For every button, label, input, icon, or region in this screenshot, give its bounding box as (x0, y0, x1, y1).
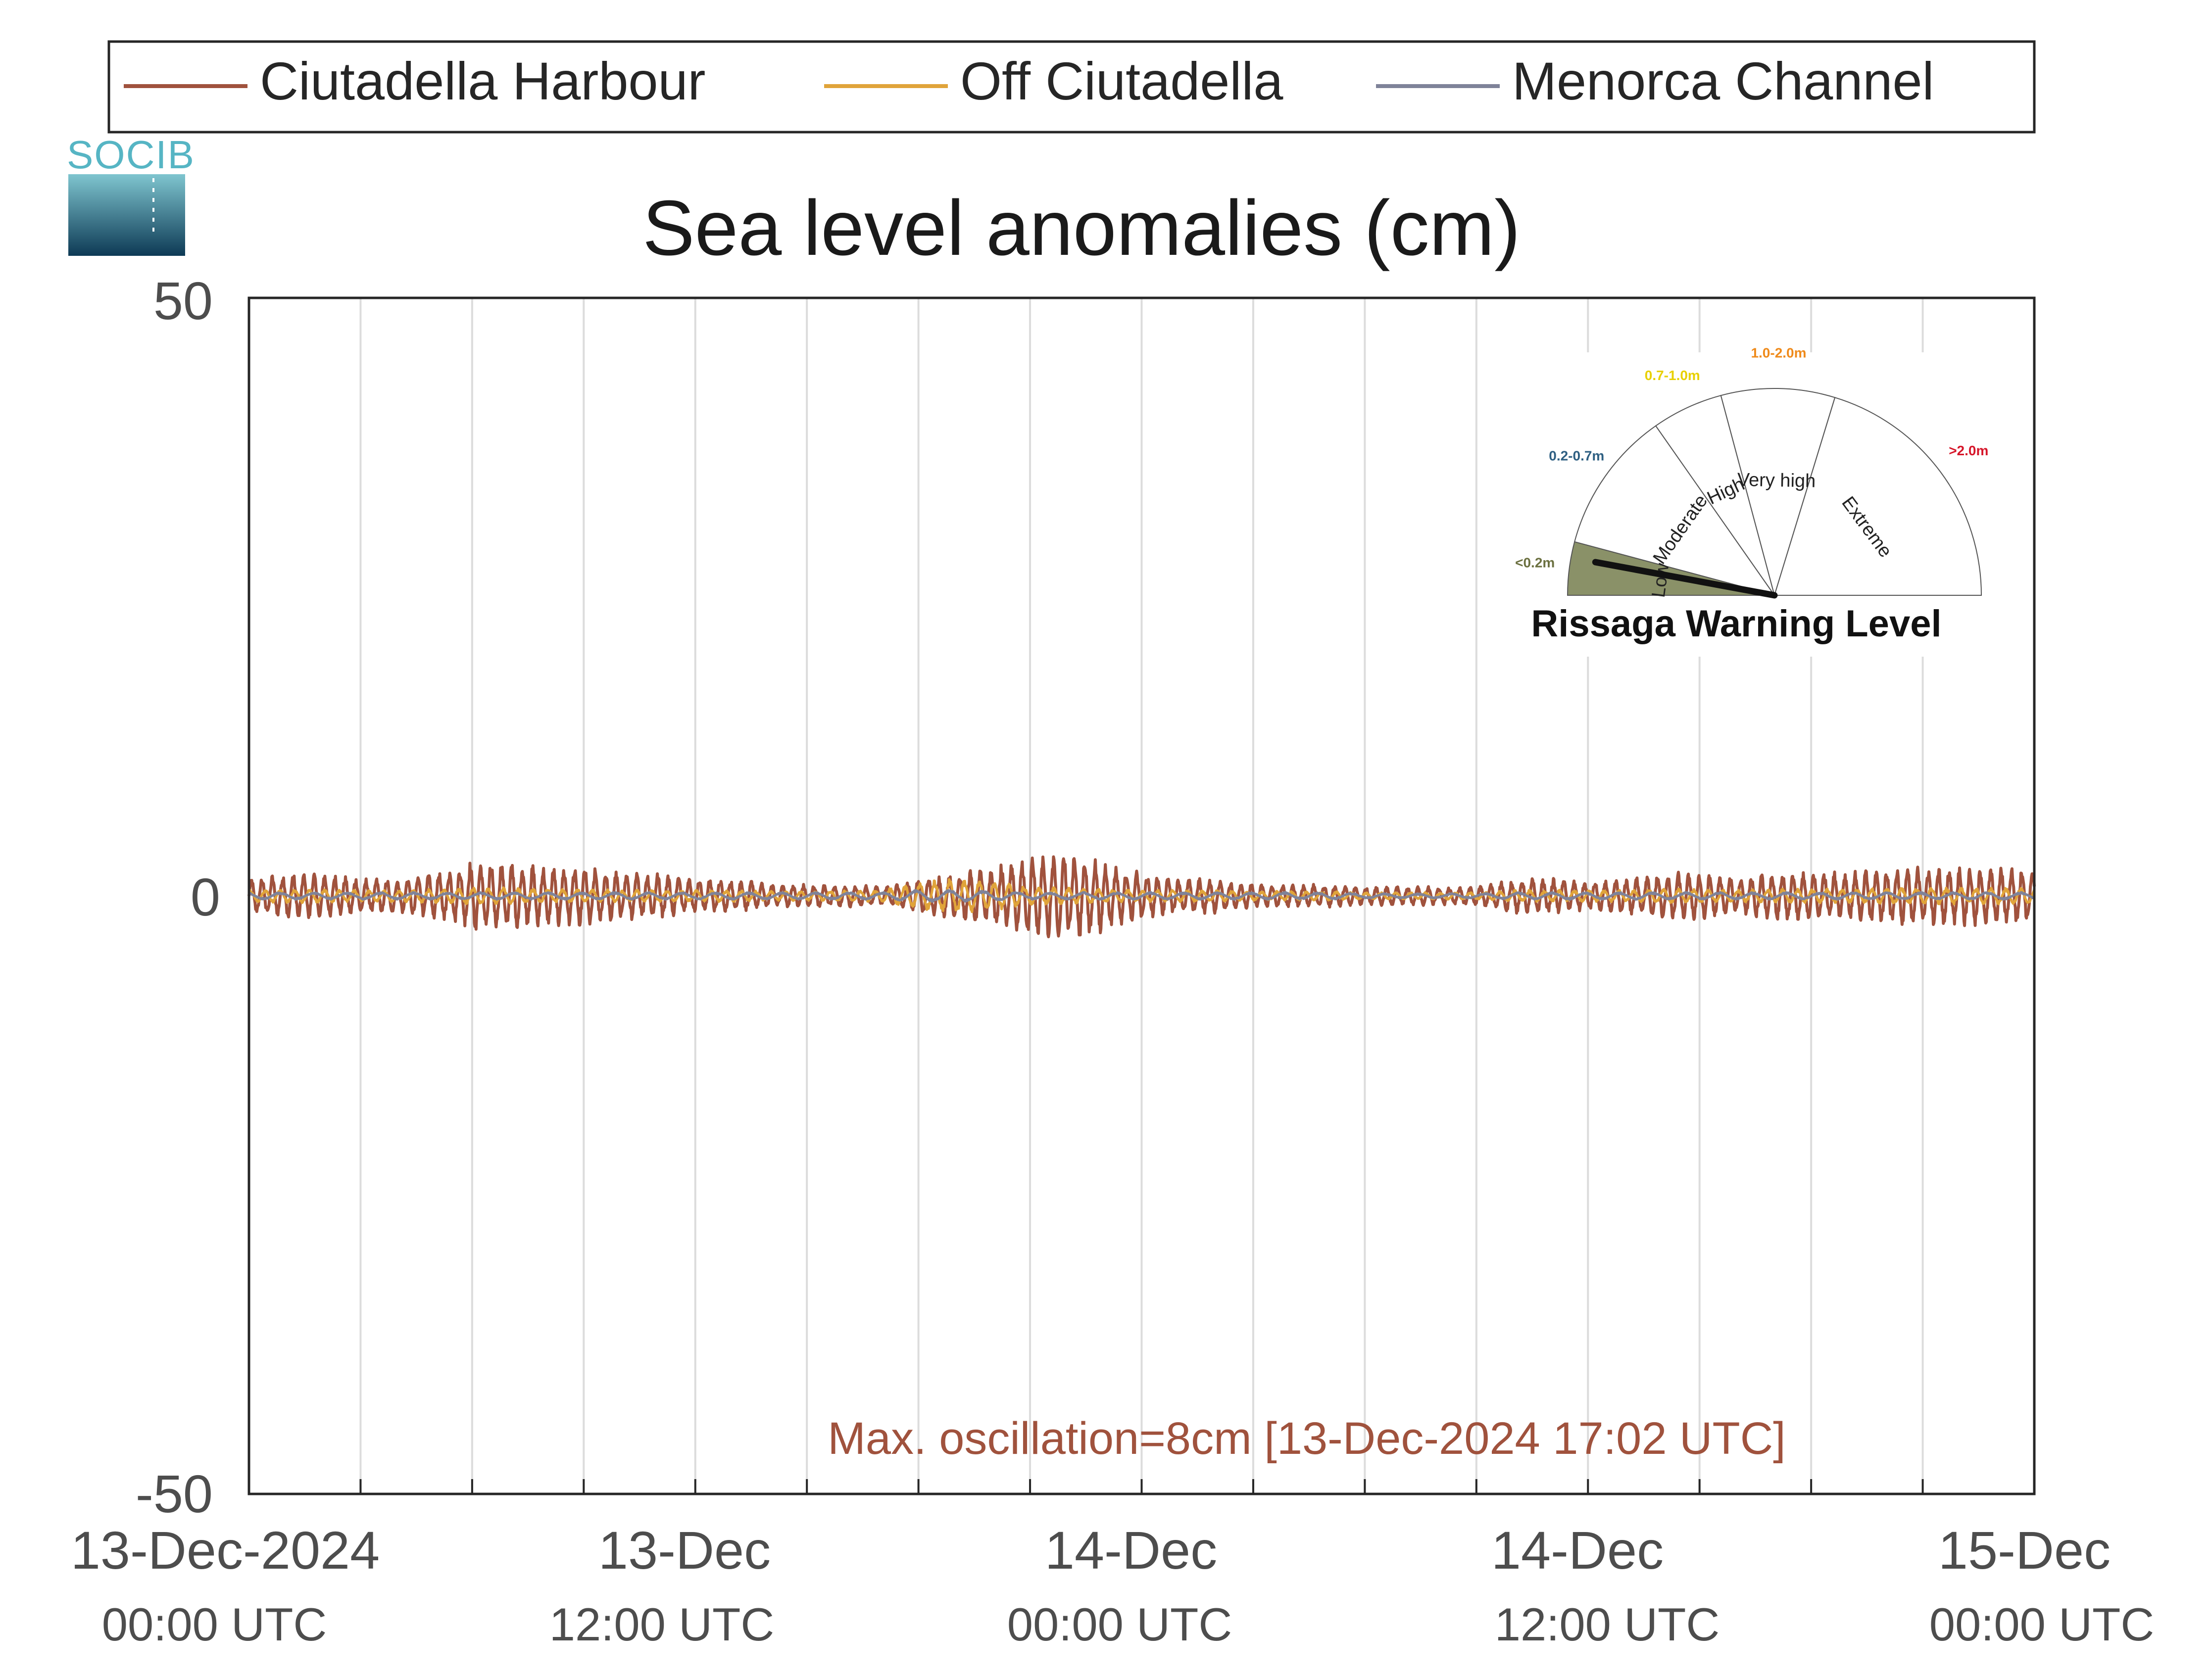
gauge-range-high: 0.7-1.0m (1645, 368, 1700, 383)
gauge-sectors (1567, 388, 1982, 597)
socib-logo: SOCIB (67, 133, 195, 256)
y-tick-label-minus-50: -50 (136, 1464, 213, 1524)
y-tick-label-0: 0 (191, 867, 220, 927)
x-tick-marks (359, 1479, 1924, 1494)
x-tick-sublabel-2: 12:00 UTC (549, 1598, 775, 1650)
x-tick-labels: 13-Dec-2024 00:00 UTC 13-Dec 12:00 UTC 1… (71, 1520, 2154, 1650)
gauge-sector-label-very-high: Very high (1737, 470, 1816, 492)
x-tick-sublabel-3: 00:00 UTC (1007, 1598, 1232, 1650)
chart-title: Sea level anomalies (cm) (642, 185, 1521, 272)
gauge-sector-high (1655, 394, 1775, 596)
socib-logo-text: SOCIB (67, 133, 195, 177)
series-line-menorca-channel (248, 889, 2035, 903)
x-tick-sublabel-1: 00:00 UTC (102, 1598, 327, 1650)
gauge-range-extreme: >2.0m (1949, 443, 1988, 458)
socib-logo-wave (68, 174, 185, 256)
y-tick-label-50: 50 (153, 271, 213, 331)
series-line-ciutadella-harbour (247, 855, 2036, 939)
x-tick-label-3: 14-Dec (1045, 1520, 1217, 1580)
series-line-off-ciutadella (247, 878, 2036, 913)
x-tick-label-2: 13-Dec (598, 1520, 771, 1580)
gauge-sector-very-high (1720, 388, 1836, 597)
legend-frame (107, 40, 2036, 134)
legend-label-menorca-channel: Menorca Channel (1512, 51, 1934, 111)
gauge-range-labels: <0.2m 0.2-0.7m 0.7-1.0m 1.0-2.0m >2.0m (1515, 345, 1988, 570)
gauge-range-low: <0.2m (1515, 555, 1555, 571)
gauge-range-moderate: 0.2-0.7m (1549, 448, 1604, 463)
gauge-sector-label-low: Low (1648, 562, 1673, 599)
gauge-needle (1592, 559, 1778, 599)
legend: Ciutadella Harbour Off Ciutadella Menorc… (107, 40, 2036, 134)
max-oscillation-annotation: Max. oscillation=8cm [13-Dec-2024 17:02 … (828, 1413, 1785, 1464)
x-tick-label-5: 15-Dec (1938, 1520, 2111, 1580)
x-tick-sublabel-5: 00:00 UTC (1929, 1598, 2155, 1650)
x-tick-label-1: 13-Dec-2024 (71, 1520, 380, 1580)
gauge-sector-extreme (1773, 397, 1982, 596)
x-tick-sublabel-4: 12:00 UTC (1495, 1598, 1720, 1650)
gauge-title: Rissaga Warning Level (1531, 603, 1941, 645)
legend-label-ciutadella-harbour: Ciutadella Harbour (260, 51, 706, 111)
legend-label-off-ciutadella: Off Ciutadella (960, 51, 1283, 111)
x-tick-label-4: 14-Dec (1491, 1520, 1664, 1580)
gauge-sector-moderate (1573, 425, 1776, 596)
gauge-range-very-high: 1.0-2.0m (1751, 345, 1806, 360)
series-group (247, 855, 2036, 939)
